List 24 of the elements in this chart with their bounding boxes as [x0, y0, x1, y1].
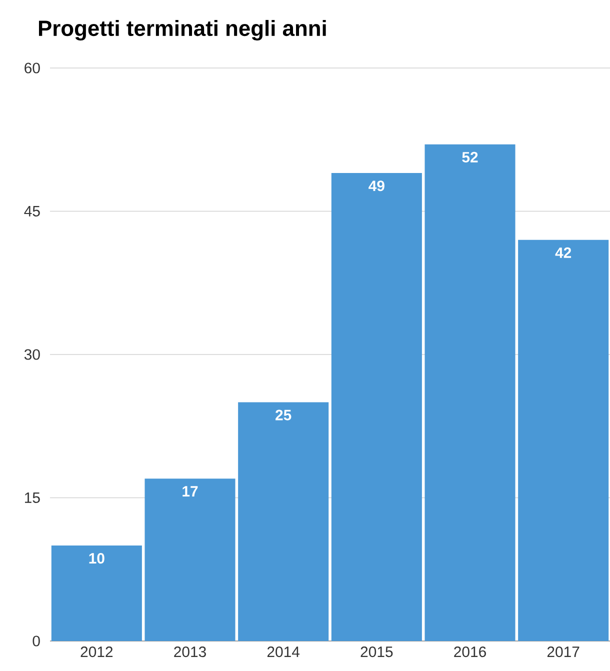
y-tick-label: 45: [24, 206, 40, 216]
bar: [144, 478, 236, 641]
data-label: 49: [368, 180, 384, 192]
y-tick-label: 0: [32, 636, 40, 646]
bar: [51, 546, 142, 641]
bar: [331, 173, 422, 641]
bar: [424, 144, 516, 641]
x-tick-label: 2017: [547, 646, 580, 658]
x-tick-label: 2013: [174, 646, 206, 658]
chart-title: Progetti terminati negli anni: [38, 20, 326, 40]
x-tick-label: 2014: [267, 646, 300, 658]
data-label: 10: [89, 553, 104, 564]
x-tick-label: 2016: [454, 646, 486, 658]
bar: [238, 402, 329, 641]
data-label: 42: [555, 247, 572, 258]
x-tick-label: 2015: [360, 646, 393, 658]
y-tick-label: 60: [24, 62, 40, 74]
x-tick-label: 2012: [80, 646, 113, 658]
y-tick-label: 15: [25, 492, 40, 503]
y-tick-label: 30: [24, 349, 40, 360]
data-label: 52: [462, 152, 478, 162]
bar: [518, 240, 609, 641]
data-label: 25: [276, 410, 292, 420]
data-label: 17: [182, 486, 198, 496]
